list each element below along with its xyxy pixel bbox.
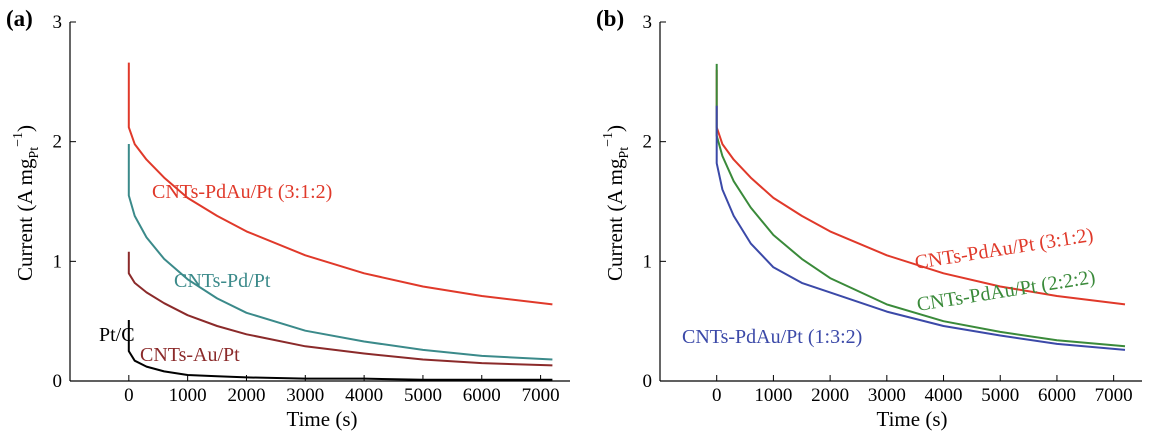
panel-b: (b) Current (A mgPt−1) Time (s) 0 1000 200…	[596, 6, 1142, 431]
x-tick-label: 7000	[1095, 385, 1133, 406]
x-tick-label: 0	[712, 385, 722, 406]
series-label-b-pdaupt-312: CNTs-PdAu/Pt (3:1:2)	[913, 224, 1095, 274]
y-tick-label: 1	[643, 251, 653, 272]
panel-a-yaxis-label: Current (A mgPt−1)	[11, 125, 42, 281]
series-label-a-ptc: Pt/C	[99, 324, 135, 346]
series-line-b-2	[715, 105, 1126, 351]
series-label-b-pdaupt-132: CNTs-PdAu/Pt (1:3:2)	[682, 326, 862, 348]
series-line-a-1	[127, 144, 553, 361]
panel-b-label: (b)	[596, 6, 624, 31]
panel-b-ylabel-main: Current (A mg	[603, 158, 627, 281]
panel-b-plot: 0 1000 2000 3000 4000 5000 6000 7000 0 1 2 3	[643, 12, 1142, 406]
panel-b-ylabel-close: )	[603, 125, 627, 132]
panel-b-ylabel-text: Current (A mgPt−1)	[601, 125, 632, 281]
series-line-a-3	[127, 319, 553, 381]
x-tick-label: 1000	[169, 385, 207, 406]
y-tick-label: 2	[643, 132, 653, 153]
series-label-a-pdpt: CNTs-Pd/Pt	[174, 270, 271, 292]
y-tick-label: 2	[53, 132, 63, 153]
x-tick-label: 2000	[227, 385, 265, 406]
panel-b-series-labels: CNTs-PdAu/Pt (3:1:2) CNTs-PdAu/Pt (2:2:2…	[682, 224, 1097, 348]
panel-b-ylabel-sup: −1	[601, 132, 616, 147]
y-tick-label: 0	[53, 371, 63, 392]
series-line-b-0	[715, 69, 1126, 306]
x-tick-label: 6000	[1038, 385, 1076, 406]
series-label-a-aupt: CNTs-Au/Pt	[140, 344, 240, 366]
panel-b-yaxis-label: Current (A mgPt−1)	[601, 125, 632, 281]
series-label-a-pdaupt-312: CNTs-PdAu/Pt (3:1:2)	[152, 181, 332, 203]
panel-a: (a) Current (A mgPt−1) Time (s) 0 1000 200…	[6, 6, 570, 431]
x-tick-label: 3000	[868, 385, 906, 406]
series-line-a-2	[127, 251, 553, 367]
x-tick-label: 0	[124, 385, 134, 406]
x-tick-label: 6000	[463, 385, 501, 406]
panel-a-xlabel: Time (s)	[287, 407, 358, 431]
panel-a-ylabel-sup: −1	[11, 132, 26, 147]
panel-a-ylabel-main: Current (A mg	[13, 158, 37, 281]
panel-a-plot: 0 1000 2000 3000 4000 5000 6000 7000 0 1 2 3	[53, 12, 570, 406]
panel-a-ylabel-sub: Pt	[27, 147, 42, 159]
panel-a-ylabel-text: Current (A mgPt−1)	[11, 125, 42, 281]
panel-a-label: (a)	[6, 6, 33, 31]
y-tick-label: 1	[53, 251, 63, 272]
x-tick-label: 5000	[981, 385, 1019, 406]
y-tick-label: 3	[643, 12, 653, 33]
y-tick-label: 0	[643, 371, 653, 392]
x-tick-label: 1000	[754, 385, 792, 406]
series-line-a-0	[127, 62, 553, 306]
x-tick-label: 4000	[345, 385, 383, 406]
x-tick-label: 3000	[286, 385, 324, 406]
panel-b-ylabel-sub: Pt	[617, 147, 632, 159]
panel-b-xlabel: Time (s)	[877, 407, 948, 431]
x-tick-label: 4000	[925, 385, 963, 406]
x-tick-label: 7000	[522, 385, 560, 406]
y-tick-label: 3	[53, 12, 63, 33]
x-tick-label: 5000	[404, 385, 442, 406]
panel-a-ylabel-close: )	[13, 125, 37, 132]
x-tick-label: 2000	[811, 385, 849, 406]
series-line-b-1	[715, 63, 1126, 348]
panel-a-series-labels: CNTs-PdAu/Pt (3:1:2) CNTs-Pd/Pt CNTs-Au/…	[99, 181, 332, 366]
